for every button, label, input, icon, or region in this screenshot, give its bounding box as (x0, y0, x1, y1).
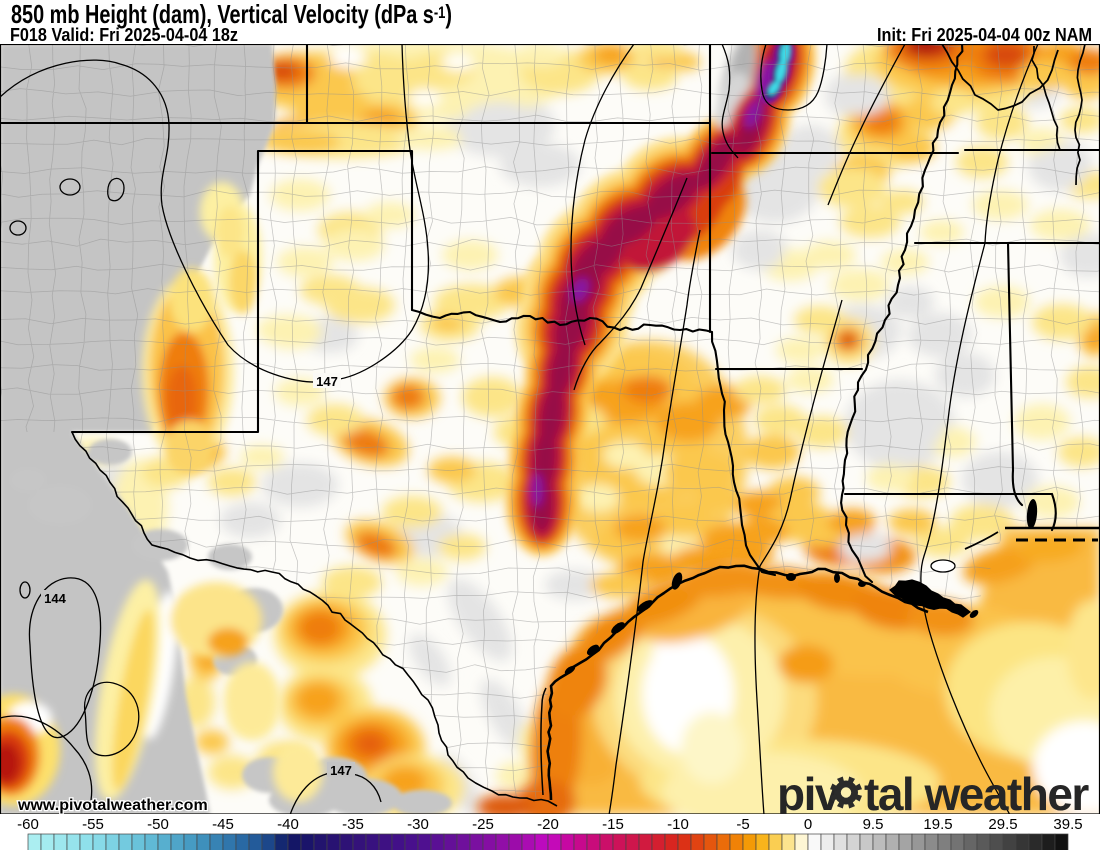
svg-text:-35: -35 (342, 816, 364, 833)
svg-text:-10: -10 (667, 816, 689, 833)
svg-text:147: 147 (316, 374, 338, 389)
svg-text:piv: piv (777, 768, 841, 815)
svg-text:147: 147 (330, 763, 352, 778)
svg-text:-30: -30 (407, 816, 429, 833)
svg-text:F018 Valid: Fri 2025-04-04 18z: F018 Valid: Fri 2025-04-04 18z (10, 25, 238, 44)
svg-text:39.5: 39.5 (1053, 816, 1082, 833)
svg-text:-60: -60 (17, 816, 39, 833)
svg-text:29.5: 29.5 (988, 816, 1017, 833)
svg-text:-55: -55 (82, 816, 104, 833)
svg-text:-5: -5 (736, 816, 749, 833)
svg-text:www.pivotalweather.com: www.pivotalweather.com (17, 797, 208, 814)
svg-text:-40: -40 (277, 816, 299, 833)
svg-text:-20: -20 (537, 816, 559, 833)
svg-text:-45: -45 (212, 816, 234, 833)
svg-text:-50: -50 (147, 816, 169, 833)
svg-text:0: 0 (804, 816, 812, 833)
svg-text:tal weather: tal weather (864, 768, 1089, 815)
svg-text:Init: Fri 2025-04-04 00z NAM: Init: Fri 2025-04-04 00z NAM (877, 25, 1092, 44)
svg-text:-25: -25 (472, 816, 494, 833)
svg-text:9.5: 9.5 (863, 816, 884, 833)
svg-text:19.5: 19.5 (923, 816, 952, 833)
svg-text:850 mb Height (dam), Vertical: 850 mb Height (dam), Vertical Velocity (… (11, 0, 452, 29)
svg-text:144: 144 (44, 591, 66, 606)
svg-text:-15: -15 (602, 816, 624, 833)
